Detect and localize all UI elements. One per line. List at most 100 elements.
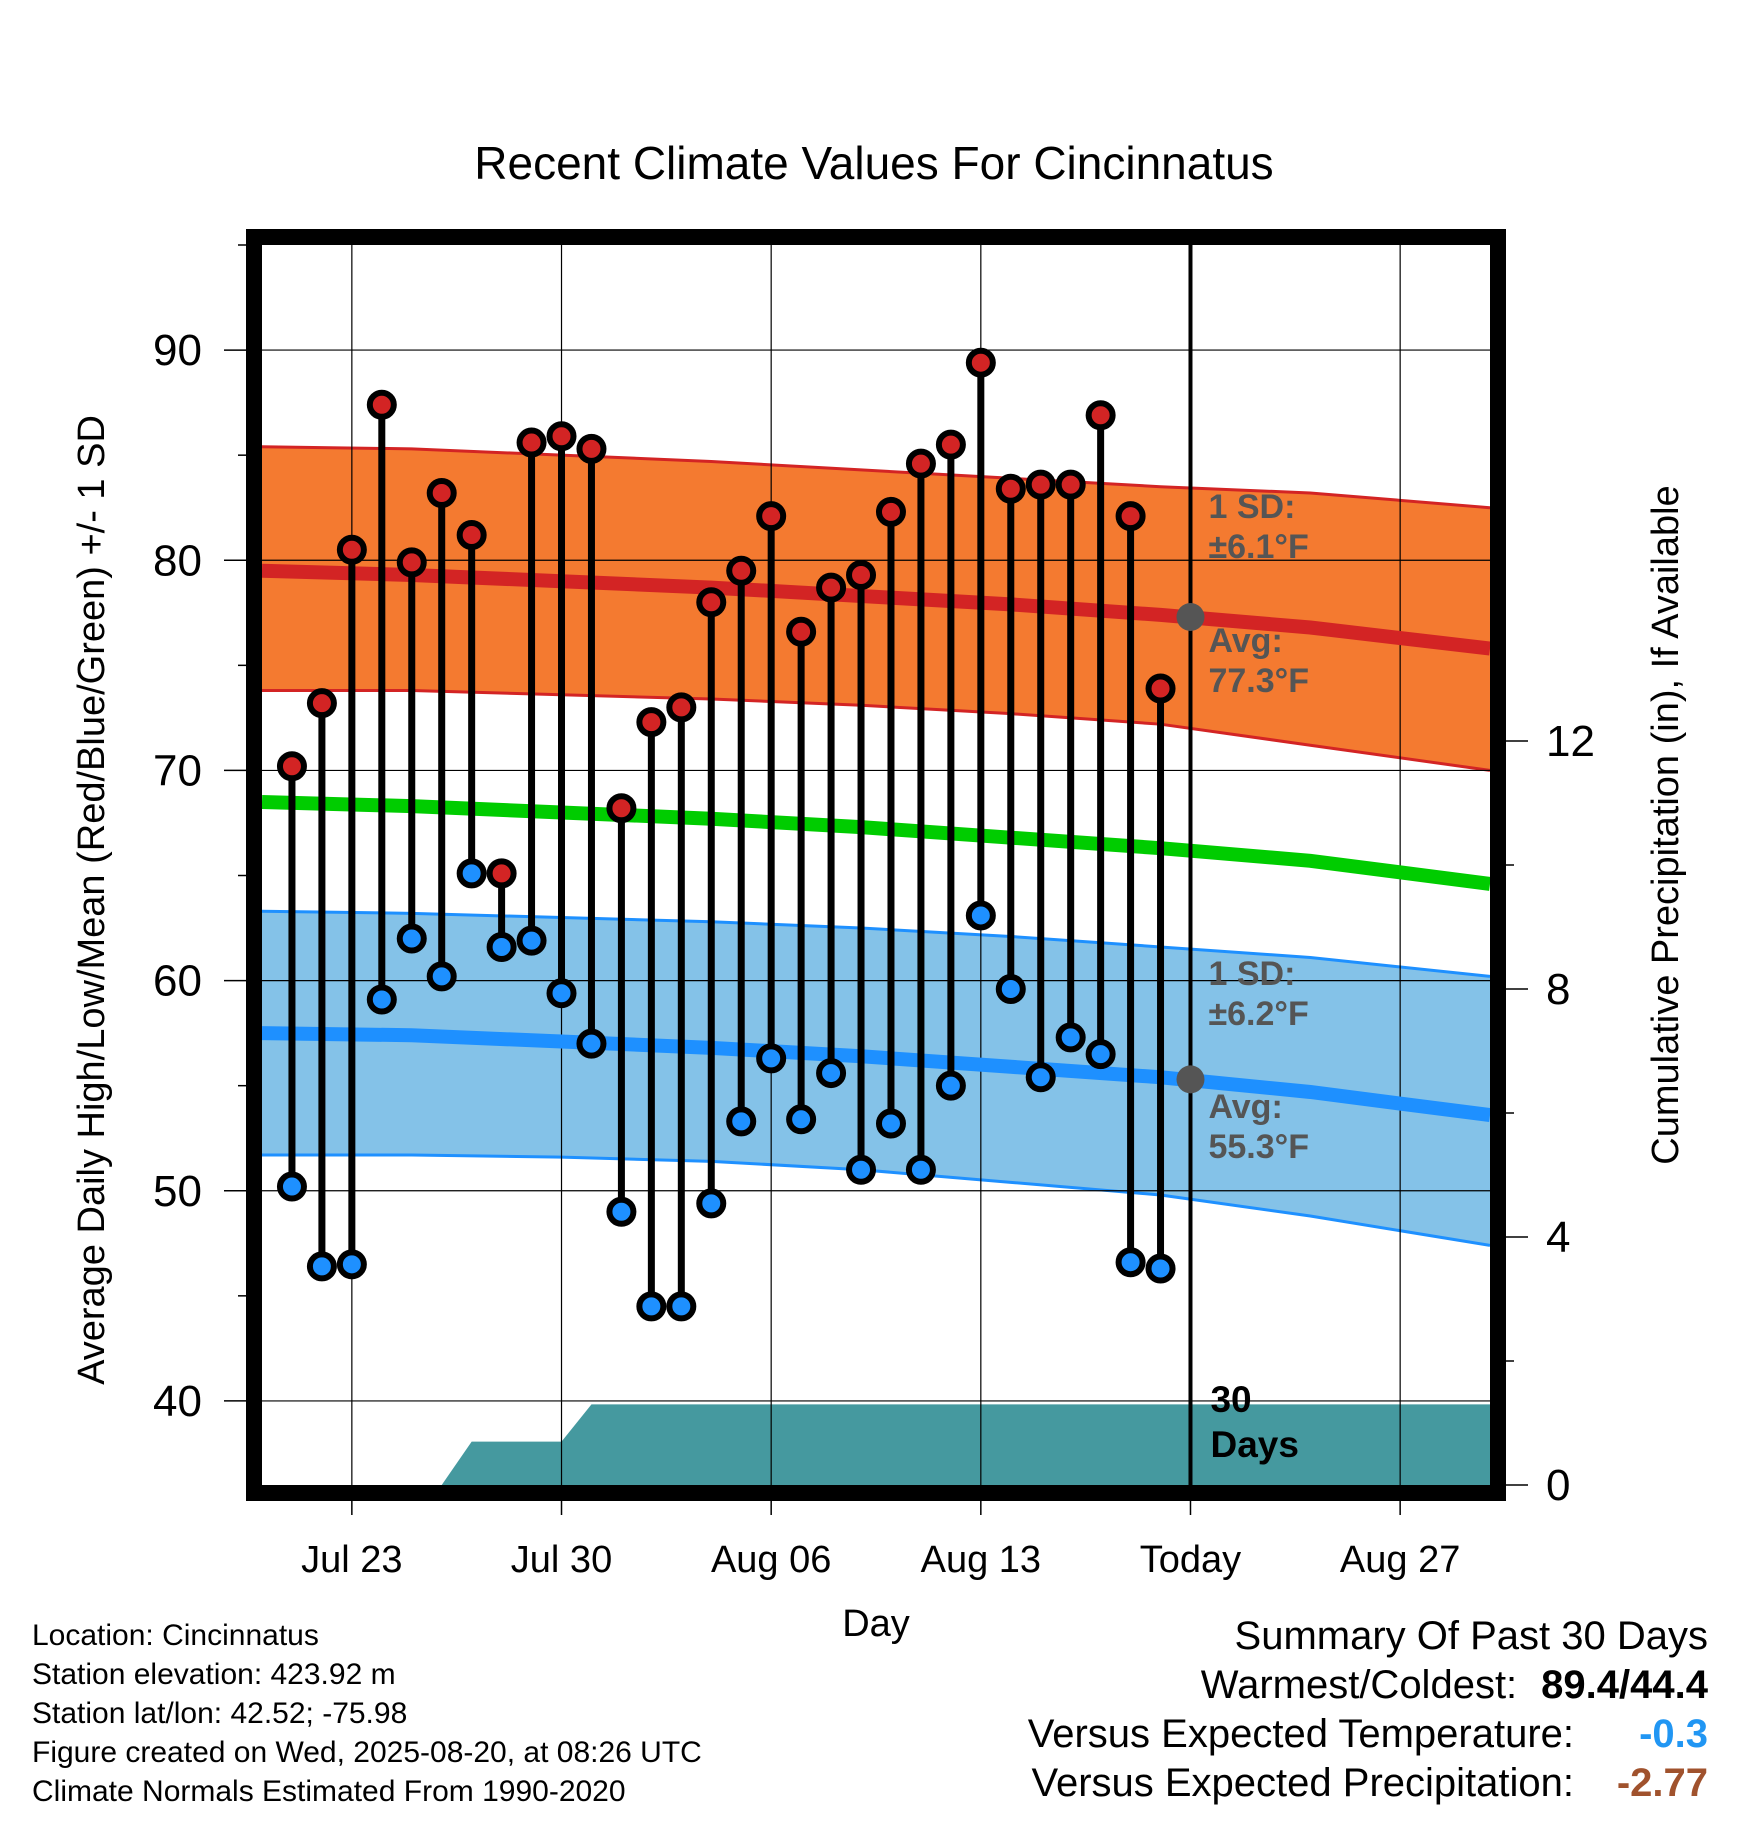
- y2-tick-label: 0: [1546, 1461, 1570, 1510]
- daily-high-point: [726, 555, 757, 586]
- x-axis-label: Day: [842, 1603, 910, 1645]
- daily-high-point: [1085, 400, 1116, 431]
- precip-area: [262, 1404, 1490, 1485]
- created-text: Figure created on Wed, 2025-08-20, at 08…: [32, 1736, 702, 1769]
- daily-low-point: [456, 858, 487, 889]
- daily-low-point: [875, 1108, 906, 1139]
- daily-low-point: [516, 925, 547, 956]
- y2-tick-label: 4: [1546, 1213, 1570, 1262]
- x-tick-label: Today: [1140, 1539, 1241, 1581]
- daily-high-point: [366, 389, 397, 420]
- high-sd-band: [262, 446, 1490, 771]
- y-tick-label: 50: [153, 1167, 202, 1216]
- daily-high-point: [935, 429, 966, 460]
- daily-high-point: [816, 572, 847, 603]
- daily-high-point: [606, 793, 637, 824]
- low-avg-label: Avg: 55.3°F: [1208, 1088, 1309, 1166]
- daily-low-point: [995, 974, 1026, 1004]
- daily-low-point: [426, 961, 457, 992]
- chart-title: Recent Climate Values For Cincinnatus: [474, 137, 1274, 189]
- temp-row: Versus Expected Temperature: -0.3: [1028, 1710, 1708, 1759]
- x-tick-label: Aug 13: [921, 1539, 1041, 1581]
- daily-low-point: [336, 1249, 367, 1280]
- daily-high-point: [546, 421, 577, 452]
- daily-high-point: [456, 520, 487, 551]
- daily-low-point: [606, 1196, 637, 1227]
- location-text: Location: Cincinnatus: [32, 1619, 319, 1652]
- high-sd-label: 1 SD: ±6.1°F: [1208, 488, 1308, 566]
- station-info: Location: Cincinnatus Station elevation:…: [32, 1616, 702, 1811]
- daily-high-point: [576, 433, 607, 464]
- daily-low-point: [786, 1104, 817, 1135]
- x-tick-label: Jul 23: [301, 1539, 402, 1581]
- y-tick-label: 70: [153, 746, 202, 795]
- summary-heading: Summary Of Past 30 Days: [1234, 1614, 1708, 1658]
- elevation-text: Station elevation: 423.92 m: [32, 1658, 396, 1691]
- daily-low-point: [905, 1154, 936, 1185]
- avg-mean-line: [262, 794, 1490, 891]
- daily-low-point: [935, 1070, 966, 1101]
- latlon-text: Station lat/lon: 42.52; -75.98: [32, 1697, 408, 1730]
- daily-high-point: [696, 587, 727, 618]
- high-avg-label: Avg: 77.3°F: [1208, 622, 1309, 700]
- daily-low-point: [1085, 1039, 1116, 1070]
- daily-low-point: [276, 1171, 307, 1202]
- daily-high-point: [426, 478, 457, 508]
- daily-low-point: [965, 900, 996, 931]
- daily-high-point: [1055, 469, 1086, 500]
- daily-low-point: [666, 1291, 697, 1322]
- daily-low-point: [816, 1058, 847, 1089]
- warmest-label: Warmest/Coldest:: [1200, 1663, 1518, 1707]
- daily-low-point: [366, 984, 397, 1015]
- plot-area: [262, 245, 1490, 1485]
- daily-high-point: [336, 534, 367, 565]
- today-low-avg-point: [1176, 1065, 1205, 1094]
- daily-high-point: [486, 858, 517, 889]
- daily-high-point: [516, 427, 547, 458]
- daily-high-point: [1025, 469, 1056, 500]
- daily-low-point: [756, 1043, 787, 1074]
- precip-row: Versus Expected Precipitation: -2.77: [1028, 1759, 1708, 1808]
- x-tick-label: Aug 06: [711, 1539, 831, 1581]
- x-tick-label: Aug 27: [1340, 1539, 1460, 1581]
- daily-low-point: [396, 923, 427, 954]
- precip-value: -2.77: [1616, 1761, 1708, 1805]
- daily-high-point: [1115, 501, 1146, 532]
- y-tick-label: 90: [153, 326, 202, 375]
- daily-high-point: [786, 616, 817, 647]
- daily-high-point: [756, 501, 787, 532]
- today-high-avg-point: [1176, 603, 1205, 631]
- x-tick-label: Jul 30: [511, 1539, 612, 1581]
- high-sd-upper-line: [262, 445, 1490, 510]
- y-axis-label: Average Daily High/Low/Mean (Red/Blue/Gr…: [71, 415, 113, 1385]
- daily-low-point: [1145, 1253, 1176, 1284]
- days-label: 30 Days: [1210, 1379, 1298, 1465]
- y2-tick-label: 8: [1546, 965, 1570, 1014]
- precip-label: Versus Expected Precipitation:: [1031, 1761, 1574, 1805]
- daily-high-point: [1145, 673, 1176, 704]
- y2-tick-label: 12: [1546, 717, 1595, 766]
- y2-axis-label: Cumulative Precipitation (in), If Availa…: [1645, 485, 1687, 1164]
- low-sd-band: [262, 911, 1490, 1246]
- daily-low-point: [696, 1188, 727, 1219]
- daily-high-point: [276, 751, 307, 782]
- daily-high-point: [396, 547, 427, 578]
- warmest-row: Warmest/Coldest: 89.4/44.4: [1028, 1661, 1708, 1710]
- daily-low-point: [576, 1028, 607, 1059]
- daily-high-point: [846, 559, 877, 590]
- daily-low-point: [1115, 1247, 1146, 1278]
- temp-value: -0.3: [1639, 1712, 1708, 1756]
- daily-low-point: [726, 1106, 757, 1137]
- daily-low-point: [306, 1251, 337, 1282]
- daily-high-point: [636, 707, 667, 738]
- daily-low-point: [486, 931, 517, 962]
- daily-high-point: [905, 448, 936, 479]
- daily-high-point: [875, 496, 906, 527]
- temp-label: Versus Expected Temperature:: [1027, 1712, 1574, 1756]
- summary-panel: Summary Of Past 30 Days Warmest/Coldest:…: [1028, 1612, 1708, 1808]
- warmest-value: 89.4/44.4: [1541, 1663, 1708, 1707]
- daily-low-point: [636, 1291, 667, 1322]
- daily-low-point: [846, 1154, 877, 1185]
- daily-low-point: [1025, 1062, 1056, 1093]
